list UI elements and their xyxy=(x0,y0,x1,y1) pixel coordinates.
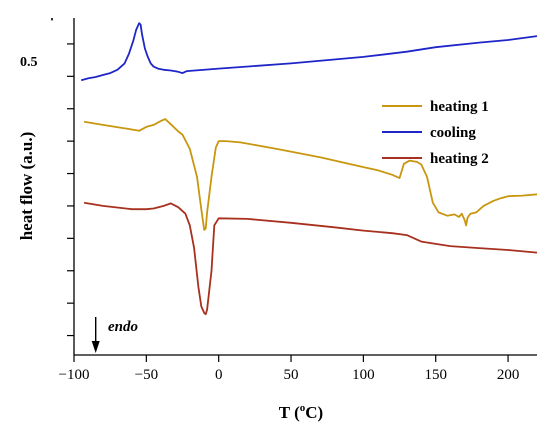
x-tick-label: 200 xyxy=(497,367,520,383)
x-tick-label: 100 xyxy=(352,367,375,383)
scale-bar-label: 0.5 xyxy=(20,55,38,70)
y-axis-title: heat flow (a.u.) xyxy=(17,132,36,241)
legend-label-heating-2: heating 2 xyxy=(430,151,489,167)
x-tick-label: −100 xyxy=(59,367,90,383)
x-axis-title-degree: o xyxy=(300,402,306,414)
x-axis-title: T (oC) xyxy=(279,402,323,422)
x-axis-title-main: T ( xyxy=(279,403,300,422)
legend-label-heating-1: heating 1 xyxy=(430,99,489,115)
x-tick-label: 0 xyxy=(215,367,223,383)
series-line-heating-1 xyxy=(83,118,538,231)
x-tick-label: 150 xyxy=(424,367,447,383)
x-tick-label: 50 xyxy=(284,367,299,383)
endo-annotation: endo xyxy=(108,319,138,335)
x-axis-title-unit: C) xyxy=(305,403,323,422)
endo-arrow-head xyxy=(91,341,100,353)
x-tick-label: −50 xyxy=(135,367,158,383)
legend-label-cooling: cooling xyxy=(430,125,476,141)
series-line-cooling xyxy=(80,22,538,82)
series-line-heating-2 xyxy=(83,201,538,316)
